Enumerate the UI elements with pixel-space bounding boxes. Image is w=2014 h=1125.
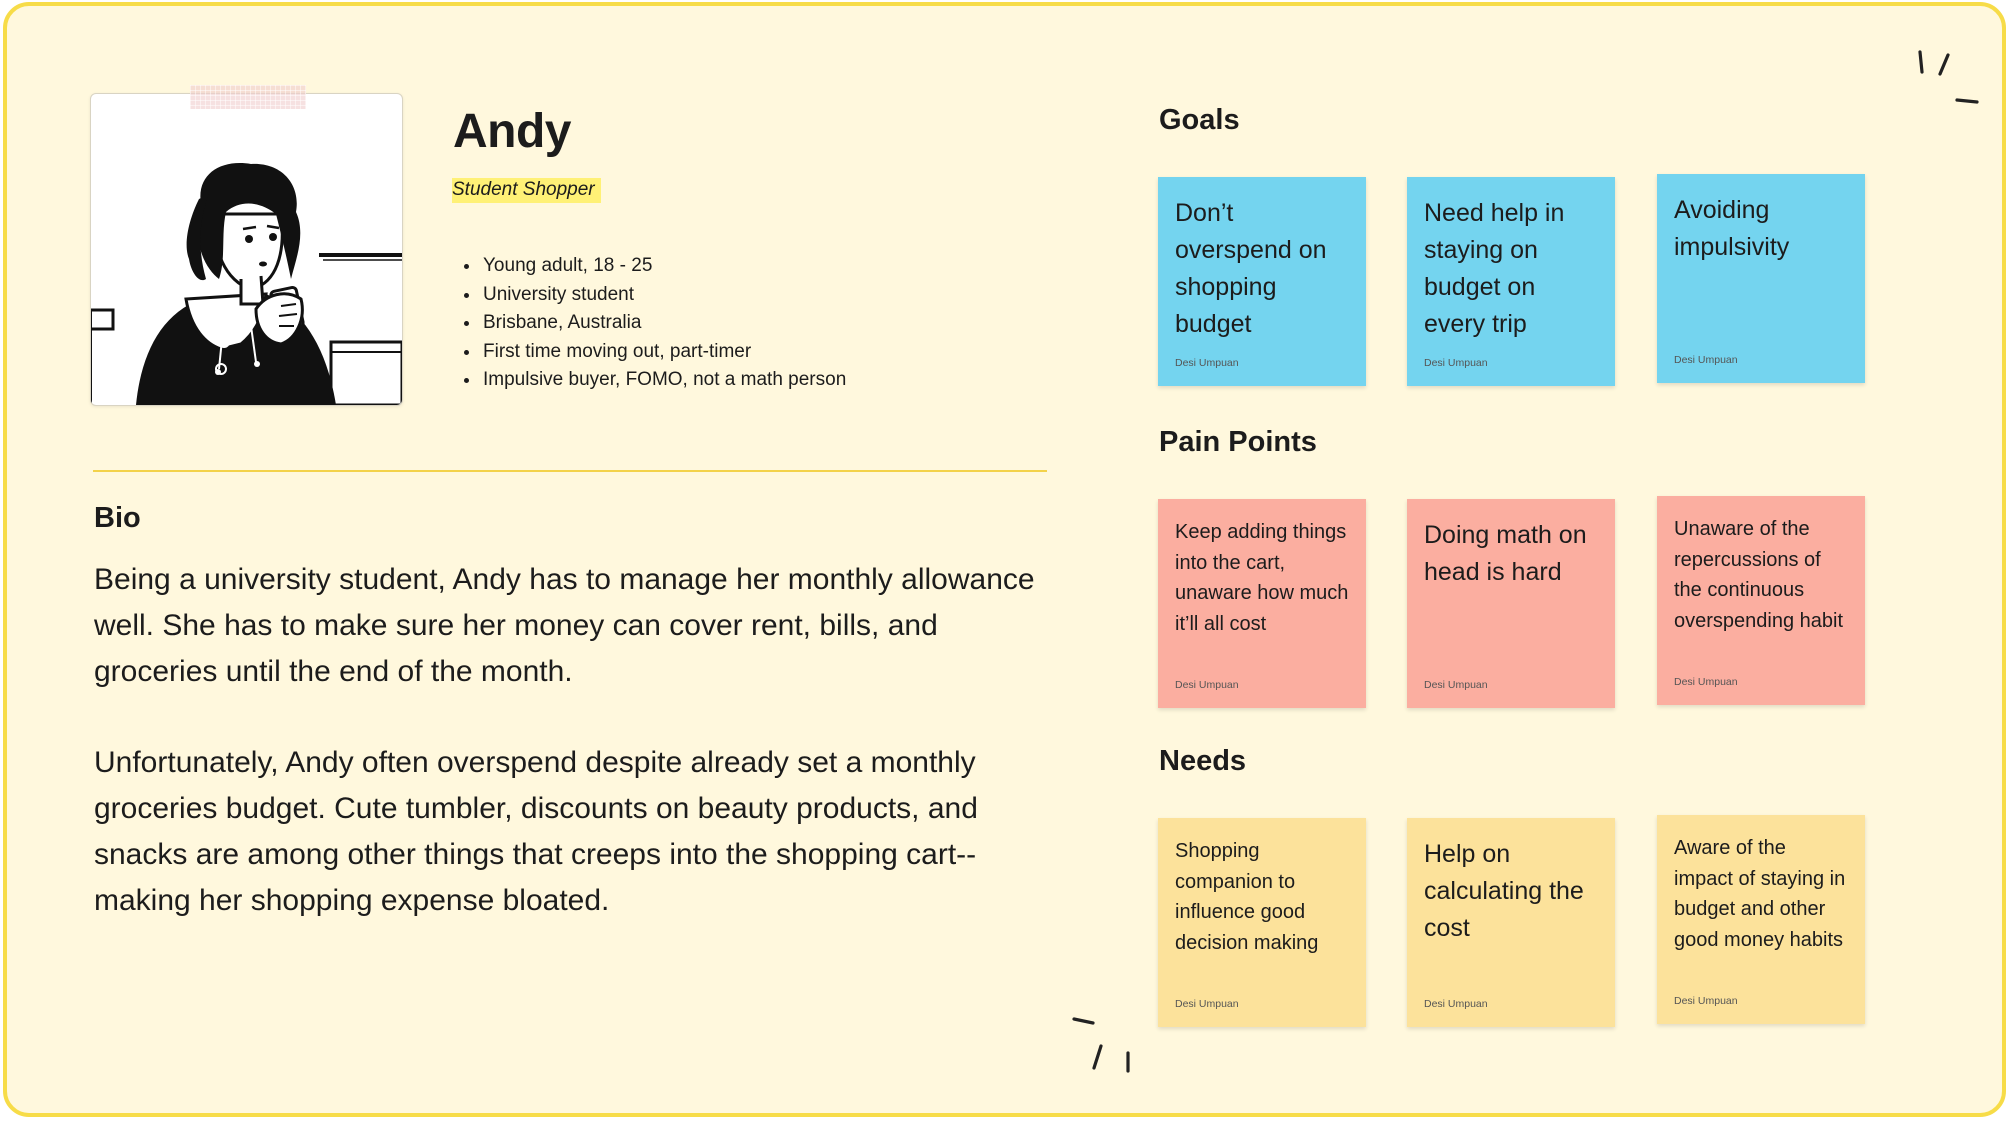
need-note[interactable]: Aware of the impact of staying in budget… [1657,815,1865,1024]
sparkle-doodle-top-right [1918,50,1979,104]
goal-note[interactable]: Don’t overspend on shopping budget Desi … [1158,177,1366,386]
attribute-item: University student [481,281,846,310]
needs-heading: Needs [1159,745,1247,777]
attribute-item: Brisbane, Australia [481,309,846,338]
note-text: Help on calculating the cost [1424,840,1584,942]
need-note[interactable]: Help on calculating the cost Desi Umpuan [1407,818,1615,1027]
pain-point-note[interactable]: Doing math on head is hard Desi Umpuan [1407,499,1615,708]
pain-point-note[interactable]: Keep adding things into the cart, unawar… [1158,499,1366,708]
persona-attributes: Young adult, 18 - 25 University student … [457,252,846,395]
bio-paragraph: Unfortunately, Andy often overspend desp… [94,746,978,917]
bio-text: Being a university student, Andy has to … [94,557,1044,923]
need-note[interactable]: Shopping companion to influence good dec… [1158,818,1366,1027]
persona-tag: Student Shopper [452,178,601,203]
persona-name: Andy [453,105,572,158]
note-text: Keep adding things into the cart, unawar… [1175,521,1349,635]
note-text: Don’t overspend on shopping budget [1175,199,1327,338]
note-text: Unaware of the repercussions of the cont… [1674,518,1844,632]
note-author: Desi Umpuan [1674,995,1738,1007]
bio-paragraph: Being a university student, Andy has to … [94,563,1035,688]
note-author: Desi Umpuan [1674,676,1738,688]
note-author: Desi Umpuan [1424,357,1488,369]
note-text: Doing math on head is hard [1424,521,1587,586]
photo-tape [190,85,306,109]
note-author: Desi Umpuan [1674,354,1738,366]
note-text: Aware of the impact of staying in budget… [1674,837,1846,951]
goal-note[interactable]: Avoiding impulsivity Desi Umpuan [1657,174,1865,383]
note-text: Need help in staying on budget on every … [1424,199,1565,338]
note-author: Desi Umpuan [1424,679,1488,691]
bio-heading: Bio [94,502,141,534]
attribute-item: Young adult, 18 - 25 [481,252,846,281]
note-text: Shopping companion to influence good dec… [1175,840,1319,954]
pain-point-note[interactable]: Unaware of the repercussions of the cont… [1657,496,1865,705]
section-divider [93,470,1047,472]
attribute-item: First time moving out, part-timer [481,338,846,367]
goals-heading: Goals [1159,104,1240,136]
note-author: Desi Umpuan [1175,357,1239,369]
sparkle-doodle-bottom [1072,1017,1130,1073]
goal-note[interactable]: Need help in staying on budget on every … [1407,177,1615,386]
persona-avatar [90,93,403,406]
persona-illustration [91,163,402,405]
note-author: Desi Umpuan [1175,679,1239,691]
note-author: Desi Umpuan [1424,998,1488,1010]
note-author: Desi Umpuan [1175,998,1239,1010]
note-text: Avoiding impulsivity [1674,196,1790,261]
pain-points-heading: Pain Points [1159,426,1317,458]
attribute-item: Impulsive buyer, FOMO, not a math person [481,366,846,395]
